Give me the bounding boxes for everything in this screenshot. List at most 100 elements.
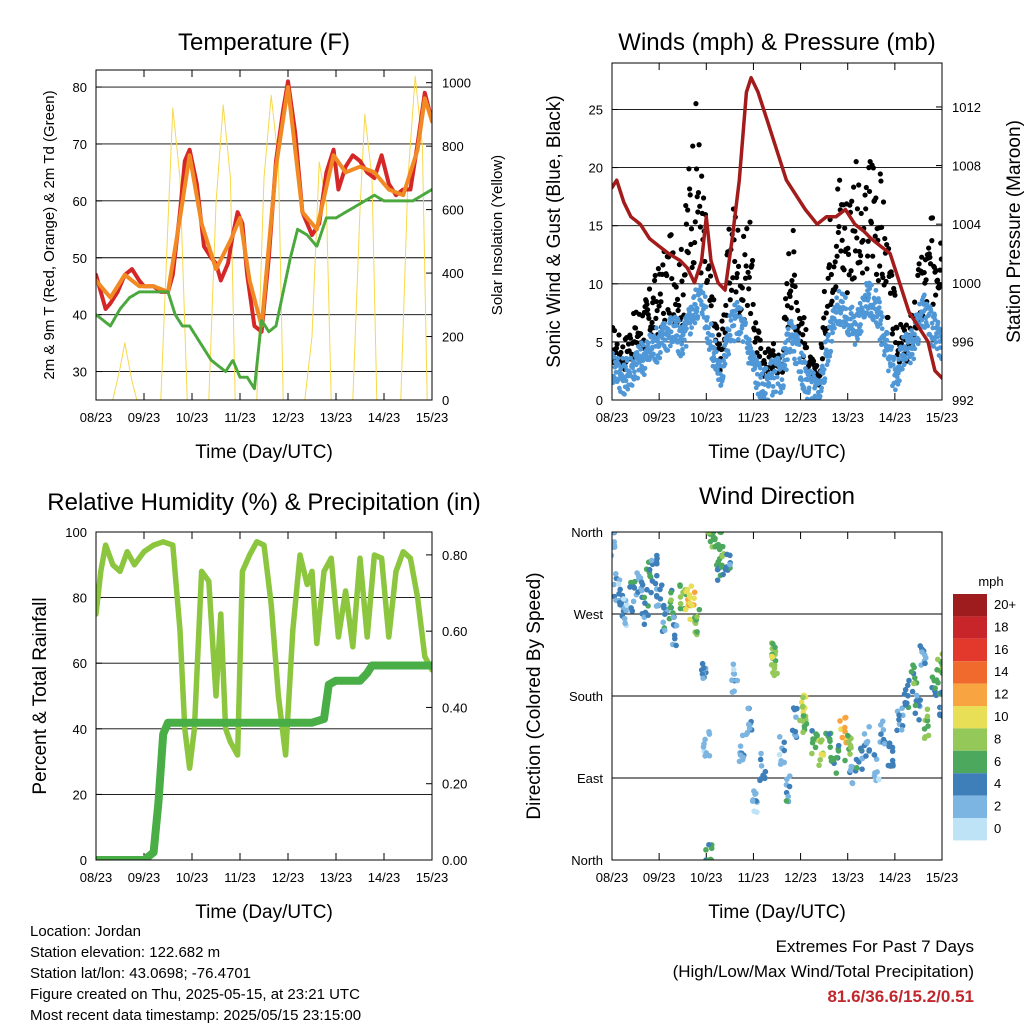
direction-point bbox=[845, 732, 851, 739]
legend-swatch bbox=[953, 728, 987, 751]
winds-sonic-wind-point bbox=[629, 383, 635, 388]
winds-gust-point bbox=[847, 202, 853, 208]
winds-gust-point bbox=[674, 296, 681, 302]
winds-gust-point bbox=[786, 251, 792, 257]
direction-point bbox=[776, 734, 783, 740]
winds-sonic-wind-point bbox=[773, 389, 779, 395]
direction-point bbox=[793, 714, 799, 720]
direction-point bbox=[616, 591, 622, 597]
direction-point bbox=[842, 728, 848, 735]
direction-point bbox=[673, 622, 680, 629]
temperature-y2tick-label: 200 bbox=[442, 330, 464, 345]
direction-point bbox=[691, 595, 697, 602]
winds-sonic-wind-point bbox=[931, 344, 936, 349]
winds-gust-point bbox=[652, 272, 658, 279]
direction-point bbox=[904, 682, 911, 689]
winds-sonic-wind-point bbox=[932, 313, 938, 318]
winds-sonic-wind-point bbox=[763, 365, 769, 371]
winds-gust-point bbox=[688, 226, 695, 232]
winds-gust-point bbox=[627, 335, 634, 341]
winds-gust-point bbox=[653, 298, 660, 305]
winds-sonic-wind-point bbox=[834, 295, 840, 301]
winds-xtick-label: 12/23 bbox=[784, 410, 817, 425]
direction-point bbox=[772, 657, 779, 664]
winds-sonic-wind-point bbox=[735, 336, 741, 342]
winds-gust-point bbox=[877, 263, 883, 269]
winds-gust-point bbox=[620, 344, 626, 350]
direction-point bbox=[874, 769, 880, 775]
direction-point bbox=[702, 736, 708, 743]
winds-gust-point bbox=[734, 274, 740, 281]
direction-point bbox=[668, 589, 674, 596]
winds-gust-point bbox=[866, 188, 873, 195]
direction-point bbox=[781, 739, 788, 746]
legend-label: 16 bbox=[994, 642, 1008, 657]
direction-point bbox=[889, 744, 896, 751]
winds-sonic-wind-point bbox=[911, 356, 917, 362]
winds-gust-point bbox=[686, 186, 693, 192]
winds-gust-point bbox=[689, 264, 695, 271]
winds-gust-point bbox=[694, 194, 700, 200]
winds-sonic-wind-point bbox=[681, 337, 687, 343]
winds-gust-point bbox=[702, 258, 708, 265]
direction-point bbox=[921, 652, 928, 658]
winds-sonic-wind-point bbox=[821, 367, 827, 372]
winds-sonic-wind-point bbox=[612, 350, 615, 356]
direction-point bbox=[800, 694, 806, 701]
winds-gust-point bbox=[771, 352, 777, 359]
humidity-ytick-label: 100 bbox=[65, 525, 87, 540]
extremes-summary: Extremes For Past 7 Days (High/Low/Max W… bbox=[673, 934, 974, 1009]
winds-sonic-wind-point bbox=[836, 288, 842, 294]
legend-swatch bbox=[953, 683, 987, 706]
direction-point bbox=[699, 671, 706, 677]
winds-gust-point bbox=[882, 235, 888, 242]
direction-plot-area bbox=[612, 532, 942, 860]
direction-point bbox=[929, 674, 936, 680]
direction-point bbox=[778, 758, 784, 764]
winds-sonic-wind-point bbox=[703, 304, 709, 310]
winds-gust-point bbox=[854, 206, 861, 212]
winds-sonic-wind-point bbox=[738, 306, 743, 311]
winds-sonic-wind-point bbox=[702, 294, 708, 300]
winds-sonic-wind-point bbox=[692, 302, 698, 307]
direction-ytick-label: South bbox=[569, 689, 603, 704]
winds-sonic-wind-point bbox=[866, 291, 872, 297]
winds-gust-point bbox=[885, 314, 891, 321]
winds-sonic-wind-point bbox=[880, 314, 885, 320]
winds-sonic-wind-point bbox=[792, 356, 797, 362]
winds-sonic-wind-point bbox=[785, 326, 791, 332]
winds-gust-point bbox=[632, 325, 639, 331]
humidity-plot-area bbox=[96, 539, 432, 860]
direction-point bbox=[641, 594, 648, 601]
temperature-y2label: Solar Insolation (Yellow) bbox=[489, 155, 506, 315]
direction-point bbox=[645, 612, 651, 619]
winds-sonic-wind-point bbox=[680, 351, 686, 357]
humidity-y2tick-label: 0.00 bbox=[442, 853, 467, 868]
direction-point bbox=[935, 679, 941, 686]
winds-sonic-wind-point bbox=[654, 325, 659, 331]
winds-sonic-wind-point bbox=[651, 351, 656, 357]
winds-sonic-wind-point bbox=[746, 337, 752, 342]
winds-sonic-wind-point bbox=[796, 342, 802, 348]
direction-point bbox=[921, 735, 928, 742]
winds-sonic-wind-point bbox=[829, 338, 835, 344]
winds-gust-point bbox=[795, 307, 801, 314]
winds-sonic-wind-point bbox=[718, 382, 724, 388]
direction-point bbox=[720, 543, 726, 550]
direction-point bbox=[718, 532, 724, 536]
winds-sonic-wind-point bbox=[765, 397, 771, 400]
direction-point bbox=[781, 747, 788, 754]
winds-sonic-wind-point bbox=[734, 314, 739, 320]
humidity-y2tick-label: 0.40 bbox=[442, 700, 467, 715]
humidity-xtick-label: 12/23 bbox=[272, 870, 305, 885]
winds-gust-point bbox=[898, 340, 904, 346]
winds-gust-point bbox=[828, 271, 834, 278]
direction-point bbox=[699, 660, 706, 667]
direction-point bbox=[700, 675, 706, 682]
winds-sonic-wind-point bbox=[693, 287, 699, 293]
winds-sonic-wind-point bbox=[792, 324, 798, 330]
winds-gust-point bbox=[819, 344, 825, 350]
direction-point bbox=[885, 762, 892, 769]
direction-point bbox=[737, 752, 744, 758]
winds-y2tick-label: 1012 bbox=[952, 100, 981, 115]
